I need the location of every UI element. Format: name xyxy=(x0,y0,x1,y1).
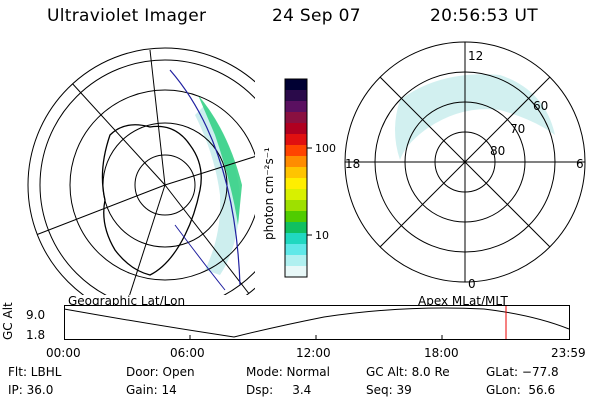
colorbar-tick-10: 10 xyxy=(315,229,329,242)
colorbar xyxy=(284,78,312,278)
info-dsp: Dsp: 3.4 xyxy=(246,383,312,397)
colorbar-segment xyxy=(285,211,307,223)
apex-label: Apex MLat/MLT xyxy=(418,294,508,308)
mlt-18-label: 18 xyxy=(345,157,360,171)
xtick-0600: 06:00 xyxy=(170,346,205,360)
info-door: Door: Open xyxy=(126,365,195,379)
mlt-6-label: 6 xyxy=(576,157,584,171)
colorbar-segment xyxy=(285,222,307,234)
colorbar-segment xyxy=(285,167,307,179)
colorbar-segment xyxy=(285,123,307,135)
aurora-edge xyxy=(198,95,242,225)
aurora-oval xyxy=(395,74,555,160)
magnetic-map: 60 70 80 12 18 6 0 xyxy=(344,41,586,290)
colorbar-segment xyxy=(285,101,307,113)
colorbar-tick-100: 100 xyxy=(315,142,336,155)
info-flt: Flt: LBHL xyxy=(8,365,62,379)
colorbar-segment xyxy=(285,244,307,256)
mlt-12-label: 12 xyxy=(468,49,483,63)
colorbar-segment xyxy=(285,266,307,278)
colorbar-segment xyxy=(285,112,307,124)
colorbar-segment xyxy=(285,90,307,102)
alt-ytick-1-8: 1.8 xyxy=(26,328,46,342)
info-gain: Gain: 14 xyxy=(126,383,177,397)
time-label: 20:56:53 UT xyxy=(430,6,538,26)
colorbar-segment xyxy=(285,79,307,91)
colorbar-segment xyxy=(285,255,307,267)
mlt-0-label: 0 xyxy=(468,277,476,290)
coastline xyxy=(101,124,202,276)
mlat-80-label: 80 xyxy=(490,144,505,158)
colorbar-segment xyxy=(285,156,307,168)
instrument-title: Ultraviolet Imager xyxy=(47,6,207,26)
geographic-label: Geographic Lat/Lon xyxy=(68,294,186,308)
info-glon: GLon: 56.6 xyxy=(486,383,556,397)
xtick-0000: 00:00 xyxy=(46,346,81,360)
alt-ylabel: GC Alt xyxy=(1,302,15,340)
altitude-plot xyxy=(64,305,570,340)
alt-ytick-9: 9.0 xyxy=(26,308,46,322)
mlat-70-label: 70 xyxy=(510,122,525,136)
xtick-2359: 23:59 xyxy=(551,346,586,360)
colorbar-segment xyxy=(285,145,307,157)
colorbar-segment xyxy=(285,233,307,245)
date-label: 24 Sep 07 xyxy=(272,6,361,26)
info-ip: IP: 36.0 xyxy=(8,383,54,397)
colorbar-segment xyxy=(285,134,307,146)
altitude-curve xyxy=(64,307,570,338)
geographic-map xyxy=(27,47,255,295)
colorbar-segment xyxy=(285,200,307,212)
xtick-1800: 18:00 xyxy=(424,346,459,360)
colorbar-unit-label: photon cm⁻²s⁻¹ xyxy=(262,147,276,240)
info-gcalt: GC Alt: 8.0 Re xyxy=(366,365,450,379)
colorbar-segment xyxy=(285,178,307,190)
terminator-line xyxy=(169,69,241,286)
colorbar-segment xyxy=(285,189,307,201)
mlat-60-label: 60 xyxy=(533,99,548,113)
info-seq: Seq: 39 xyxy=(366,383,412,397)
xtick-1200: 12:00 xyxy=(296,346,331,360)
info-glat: GLat: −77.8 xyxy=(486,365,559,379)
info-mode: Mode: Normal xyxy=(246,365,330,379)
